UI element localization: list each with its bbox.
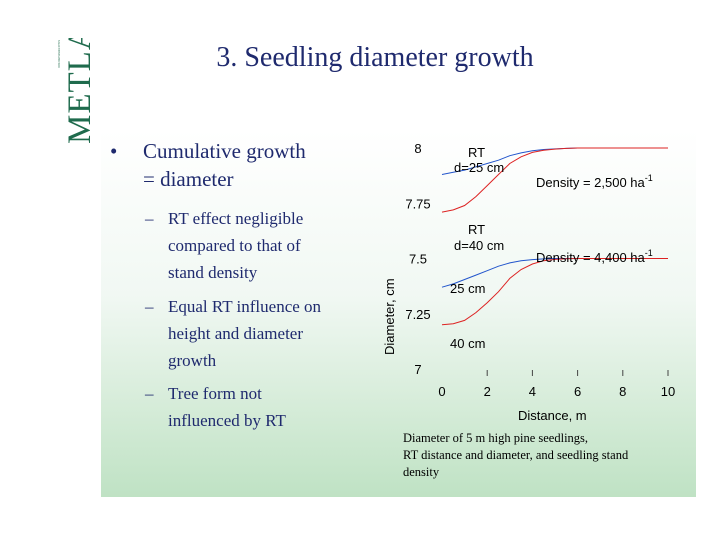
sub-bullet-marker: – <box>145 384 154 403</box>
caption-line2: RT distance and diameter, and seedling s… <box>403 448 629 462</box>
y-tick-label: 7.25 <box>405 307 430 322</box>
chart-series-group <box>441 147 668 326</box>
logo-wordmark: METLA <box>62 38 96 144</box>
density-exponent: -1 <box>645 173 653 183</box>
density-2500-text: Density = 2,500 ha <box>536 175 646 190</box>
content-background-panel <box>101 130 696 497</box>
density-exponent: -1 <box>645 248 653 258</box>
label-25cm: 25 cm <box>450 281 485 296</box>
main-bullet-line2: = diameter <box>143 167 234 191</box>
y-tick-label: 7.75 <box>405 196 430 211</box>
x-tick-label: 4 <box>529 384 536 399</box>
chart-tick-group: 7 7.25 7.5 7.75 8 0 2 4 6 8 10 <box>405 141 675 399</box>
sub-bullet-line: stand density <box>168 263 258 282</box>
annotation-density-4400: Density = 4,400 ha-1 <box>536 248 653 265</box>
annotation-density-2500: Density = 2,500 ha-1 <box>536 173 653 190</box>
x-tick-label: 10 <box>661 384 675 399</box>
bullet-marker: • <box>110 139 118 163</box>
sub-bullet-line: Equal RT influence on <box>168 297 322 316</box>
annotation-rt-25: RT <box>468 145 485 160</box>
sub-bullet-line: height and diameter <box>168 324 304 343</box>
annotation-d25: d=25 cm <box>454 160 504 175</box>
annotation-rt-40: RT <box>468 222 485 237</box>
y-axis-title: Diameter, cm <box>382 278 397 355</box>
x-axis-title: Distance, m <box>518 408 587 423</box>
y-tick-label: 7.5 <box>409 252 427 267</box>
density-4400-text: Density = 4,400 ha <box>536 250 646 265</box>
logo-subtext: FINNISH FOREST RESEARCH INSTITUTE <box>57 40 61 68</box>
sub-bullet-marker: – <box>145 297 154 316</box>
sub-bullet-line: growth <box>168 351 217 370</box>
caption-line3: density <box>403 465 440 479</box>
figure-caption: Diameter of 5 m high pine seedlings, RT … <box>403 430 688 481</box>
diameter-chart: 7 7.25 7.5 7.75 8 0 2 4 6 8 10 Diameter, cm Distan… <box>382 141 675 423</box>
sub-bullet-line: influenced by RT <box>168 411 286 430</box>
annotation-d40: d=40 cm <box>454 238 504 253</box>
sub-bullet-line: compared to that of <box>168 236 301 255</box>
page-title: 3. Seedling diameter growth <box>216 42 534 73</box>
sub-bullet-line: Tree form not <box>168 384 262 403</box>
x-tick-label: 2 <box>484 384 491 399</box>
sub-bullet-marker: – <box>145 209 154 228</box>
y-tick-label: 8 <box>414 141 421 156</box>
series-line-2 <box>441 147 668 213</box>
metla-logo: METLA FINNISH FOREST RESEARCH INSTITUTE <box>57 38 96 144</box>
x-tick-label: 0 <box>438 384 445 399</box>
main-bullet-line1: Cumulative growth <box>143 139 306 163</box>
label-40cm: 40 cm <box>450 336 485 351</box>
sub-bullet-line: RT effect negligible <box>168 209 304 228</box>
x-tick-label: 8 <box>619 384 626 399</box>
y-tick-label: 7 <box>414 362 421 377</box>
caption-line1: Diameter of 5 m high pine seedlings, <box>403 431 589 445</box>
series-line-4 <box>441 258 668 326</box>
x-tick-label: 6 <box>574 384 581 399</box>
